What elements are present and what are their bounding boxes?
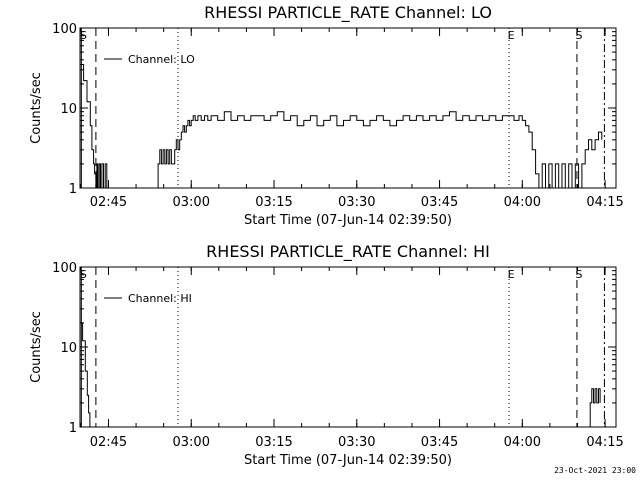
panel-1-x-tick-label: 03:15	[255, 195, 292, 210]
panel-2-chart-title: RHESSI PARTICLE_RATE Channel: HI	[206, 242, 490, 262]
panel-1-x-tick-label: 03:45	[421, 195, 458, 210]
panel-1-event-marker-label: S	[575, 29, 582, 42]
panel-1-y-tick-label: 100	[52, 22, 77, 37]
panel-2-y-tick-label: 100	[52, 261, 77, 276]
panel-1-series-line-2	[151, 111, 603, 189]
panel-2-x-tick-label: 03:15	[255, 435, 292, 450]
panel-2-x-tick-label: 02:45	[90, 435, 127, 450]
panel-2-series-line-1	[80, 322, 91, 427]
panel-1-x-tick-label: 03:00	[173, 195, 210, 210]
panel-1-series-line-1	[80, 64, 111, 189]
panel-1-legend-label: Channel: LO	[128, 53, 195, 66]
panel-1-chart-title: RHESSI PARTICLE_RATE Channel: LO	[204, 3, 492, 23]
panel-2-x-tick-label: 03:00	[173, 435, 210, 450]
panel-2-x-tick-label: 04:00	[504, 435, 541, 450]
panel-1-y-tick-label: 1	[69, 182, 77, 197]
panel-1-x-tick-label: 03:30	[338, 195, 375, 210]
panel-2-x-tick-label: 03:30	[338, 435, 375, 450]
panel-2-event-marker-label: S	[575, 268, 582, 281]
panel-1-event-marker-label: S	[80, 29, 87, 42]
panel-2-y-tick-label: 10	[60, 341, 77, 356]
panel-1-y-tick-label: 10	[60, 102, 77, 117]
panel-2-legend-label: Channel: HI	[128, 292, 192, 305]
panel-1-x-tick-label: 04:15	[586, 195, 623, 210]
panel-2-x-axis-label: Start Time (07-Jun-14 02:39:50)	[244, 453, 452, 468]
panel-2-y-tick-label: 1	[69, 421, 77, 436]
panel-2-event-marker-label: S	[80, 268, 87, 281]
panel-2-y-axis-label: Counts/sec	[29, 311, 44, 383]
panel-1-x-axis-label: Start Time (07-Jun-14 02:39:50)	[244, 213, 452, 228]
panel-1-x-tick-label: 02:45	[90, 195, 127, 210]
panel-1-x-tick-label: 04:00	[504, 195, 541, 210]
panel-2-event-marker-label: E	[508, 268, 515, 281]
panel-1-event-marker-label: E	[508, 29, 515, 42]
panel-2-x-tick-label: 04:15	[586, 435, 623, 450]
panel-1-y-axis-label: Counts/sec	[29, 72, 44, 144]
panel-2-series-line-2	[588, 388, 601, 428]
panel-2-x-tick-label: 03:45	[421, 435, 458, 450]
footer-date: 23-Oct-2021 23:00	[554, 466, 636, 475]
panel-2-plot-frame	[79, 266, 617, 428]
